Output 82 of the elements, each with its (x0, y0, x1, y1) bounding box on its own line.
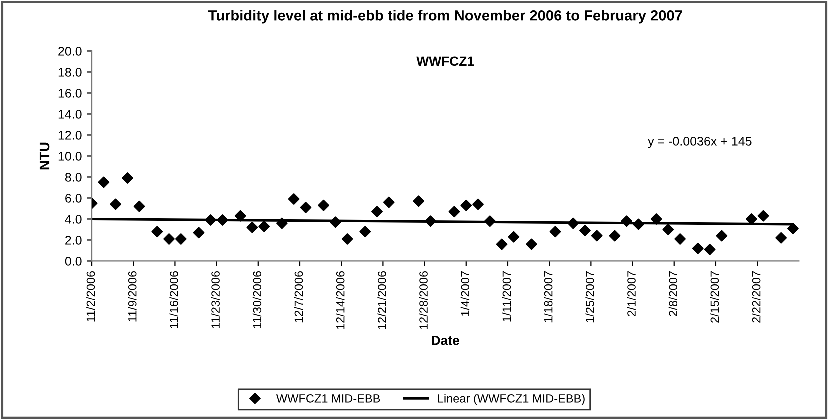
point (330, 216, 342, 228)
point (704, 244, 716, 256)
x-tick-label: 1/18/2007 (544, 272, 553, 323)
x-tick-label: 11/30/2006 (252, 271, 262, 328)
point (318, 200, 330, 212)
annotation: WWFCZ1 (416, 56, 474, 66)
legend-label: Linear (WWFCZ1 MID-EBB) (438, 394, 585, 406)
y-tick-label: 18.0 (58, 68, 82, 77)
y-tick-label: 2.0 (66, 236, 82, 245)
x-tick-label: 1/25/2007 (586, 272, 594, 323)
point (152, 226, 164, 238)
point (508, 231, 520, 243)
y-tick-label: 4.0 (65, 215, 82, 224)
point (448, 206, 460, 218)
point (633, 218, 644, 230)
point (472, 198, 484, 210)
x-axis-title: Date (432, 336, 460, 346)
y-tick-label: 10.0 (58, 152, 82, 161)
point (413, 196, 425, 208)
point (372, 206, 383, 218)
x-tick-label: 12/28/2006 (419, 271, 428, 330)
annotation: y = -0.0036x + 145 (648, 137, 752, 148)
point (134, 200, 146, 212)
point (776, 232, 788, 244)
x-tick-label: 1/4/2007 (460, 272, 470, 316)
point (98, 176, 110, 188)
point (460, 200, 472, 212)
point (164, 233, 175, 245)
point (383, 196, 395, 208)
point (758, 210, 770, 222)
point (692, 242, 704, 254)
point (175, 233, 187, 245)
point (276, 218, 288, 230)
point (342, 233, 354, 245)
point (217, 214, 228, 226)
x-tick-label: 2/22/2007 (752, 272, 761, 323)
point (568, 218, 580, 230)
point (360, 226, 372, 238)
point (300, 202, 312, 214)
x-tick-label: 11/9/2006 (128, 271, 137, 322)
x-tick-label: 12/14/2006 (336, 271, 345, 330)
point (526, 238, 538, 250)
y-axis-title: NTU (40, 142, 50, 170)
x-tick-label: 1/11/2007 (502, 272, 512, 322)
point (788, 222, 799, 234)
y-tick-label: 6.0 (66, 194, 82, 203)
point (193, 227, 205, 239)
y-tick-label: 16.0 (58, 89, 82, 98)
point (288, 194, 300, 205)
point (246, 222, 258, 234)
point (234, 210, 246, 222)
x-tick-label: 12/21/2006 (378, 271, 386, 330)
point (716, 230, 728, 242)
x-tick-label: 12/7/2006 (294, 271, 304, 323)
y-tick-label: 8.0 (65, 173, 82, 182)
point (205, 214, 217, 226)
x-tick-label: 11/23/2006 (211, 271, 220, 328)
legend-label: WWFCZ1 MID-EBB (276, 394, 380, 403)
x-tick-label: 11/2/2006 (86, 271, 96, 322)
y-tick-label: 12.0 (58, 131, 82, 140)
point (425, 216, 436, 228)
point (496, 238, 508, 250)
y-tick-label: 20.0 (58, 47, 82, 56)
point (650, 214, 662, 225)
point (122, 172, 134, 184)
x-tick-label: 2/1/2007 (627, 272, 636, 316)
point (621, 216, 633, 228)
point (550, 226, 562, 238)
point (580, 225, 591, 236)
y-tick-label: 14.0 (58, 110, 82, 119)
y-tick-label: 0.0 (65, 257, 82, 266)
point (674, 233, 686, 245)
chart-title: Turbidity level at mid-ebb tide from November 2006 to February 2007 (208, 10, 682, 24)
point (110, 198, 122, 210)
point (484, 216, 496, 228)
x-tick-label: 2/8/2007 (668, 272, 678, 316)
x-tick-label: 11/16/2006 (170, 271, 178, 328)
point (609, 230, 621, 242)
point (591, 230, 603, 242)
point (662, 224, 674, 236)
x-tick-label: 2/15/2007 (710, 272, 720, 323)
point (258, 220, 270, 232)
